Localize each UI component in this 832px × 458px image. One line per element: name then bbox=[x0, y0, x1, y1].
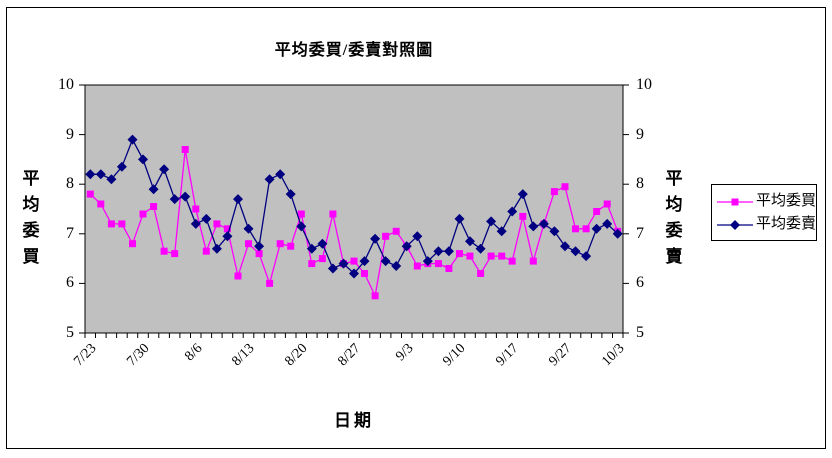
y-tick-label-right: 7 bbox=[636, 224, 644, 242]
legend-label-sell: 平均委賣 bbox=[756, 216, 817, 232]
legend-item-sell: 平均委賣 bbox=[712, 213, 816, 236]
y-axis-title-left: 平均委買 bbox=[22, 169, 40, 266]
x-axis-title: 日期 bbox=[334, 411, 374, 430]
legend-marker-buy-icon bbox=[716, 195, 756, 209]
chart-border bbox=[6, 7, 826, 449]
y-tick-label-left: 6 bbox=[66, 274, 74, 292]
y-tick-label-right: 5 bbox=[636, 324, 644, 341]
legend-marker-sell-icon bbox=[716, 218, 756, 232]
y-tick-label-left: 7 bbox=[66, 224, 74, 242]
legend-item-buy: 平均委買 bbox=[712, 190, 816, 213]
legend: 平均委買 平均委賣 bbox=[711, 184, 817, 241]
y-tick-label-left: 5 bbox=[66, 324, 74, 341]
y-tick-label-left: 10 bbox=[58, 76, 74, 93]
y-tick-label-right: 8 bbox=[636, 175, 644, 193]
legend-label-buy: 平均委買 bbox=[756, 193, 817, 209]
y-tick-label-right: 6 bbox=[636, 274, 644, 292]
y-axis-title-right: 平均委賣 bbox=[665, 169, 683, 266]
y-tick-label-left: 9 bbox=[66, 125, 74, 143]
y-tick-label-right: 10 bbox=[636, 76, 652, 93]
y-tick-label-left: 8 bbox=[66, 175, 74, 193]
chart-title: 平均委買/委賣對照圖 bbox=[274, 42, 434, 59]
y-tick-label-right: 9 bbox=[636, 125, 644, 143]
